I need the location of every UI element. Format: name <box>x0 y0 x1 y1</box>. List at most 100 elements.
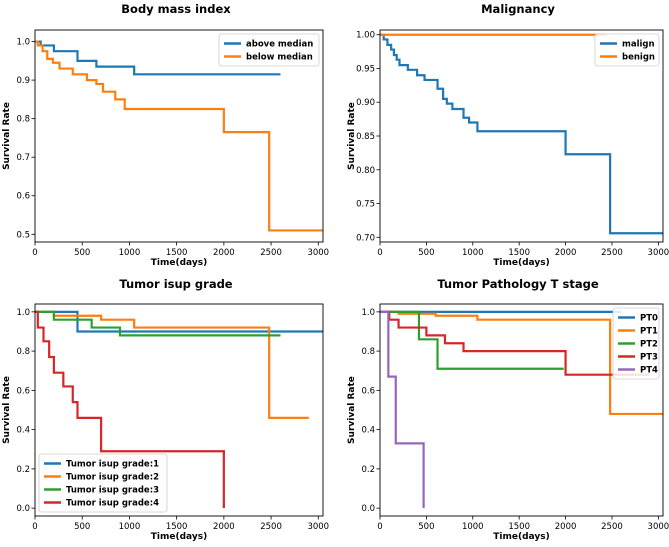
x-tick-label: 1500 <box>508 522 530 532</box>
plot-frame <box>379 29 664 243</box>
y-tick-label: 0.7 <box>16 153 30 163</box>
x-tick-label: 1000 <box>119 522 141 532</box>
x-tick-label: 3000 <box>307 248 329 258</box>
legend-label: Tumor isup grade:3 <box>66 486 159 496</box>
x-tick-label: 0 <box>377 522 382 532</box>
plot-frame <box>34 303 324 517</box>
y-tick-label: 0.4 <box>16 426 30 436</box>
series-line-pt2 <box>380 310 564 370</box>
plot-frame <box>379 303 664 517</box>
x-tick-label: 500 <box>418 522 434 532</box>
y-axis-label: Survival Rate <box>2 376 12 444</box>
legend-box <box>612 307 660 380</box>
legend-label: Tumor isup grade:1 <box>66 460 159 470</box>
x-axis-label: Time(days) <box>493 258 549 268</box>
chart-panel-1: Body mass index 0 500 1000 1500 2000 2500 3000 0… <box>2 2 329 268</box>
y-tick-label: 0.6 <box>16 192 30 202</box>
series-line-pt4 <box>380 310 425 509</box>
x-tick-label: 2000 <box>555 248 577 258</box>
y-tick-label: 0.8 <box>16 347 30 357</box>
x-tick-label: 2500 <box>601 248 623 258</box>
x-tick-label: 0 <box>32 248 37 258</box>
x-tick-label: 2500 <box>601 522 623 532</box>
y-tick-label: 0.95 <box>356 64 375 74</box>
legend-label: above median <box>246 40 313 50</box>
x-axis-label: Time(days) <box>493 532 549 542</box>
series-line-tumor-isup-grade-1 <box>35 310 323 333</box>
y-axis-label: Survival Rate <box>347 102 357 170</box>
y-tick-label: 1.00 <box>356 31 375 41</box>
x-tick-label: 2500 <box>260 522 282 532</box>
legend-label: Tumor isup grade:2 <box>66 473 159 483</box>
legend-box <box>594 33 660 67</box>
x-tick-label: 2000 <box>213 522 235 532</box>
x-axis-label: Time(days) <box>151 258 207 268</box>
x-tick-label: 2000 <box>555 522 577 532</box>
x-tick-label: 1500 <box>508 248 530 258</box>
legend: malign benign <box>594 33 660 67</box>
x-tick-label: 2500 <box>260 248 282 258</box>
x-tick-label: 1000 <box>462 248 484 258</box>
y-axis-label: Survival Rate <box>347 376 357 444</box>
y-tick-label: 0.2 <box>16 465 30 475</box>
y-tick-label: 0.9 <box>16 76 30 86</box>
legend-label: malign <box>622 40 655 50</box>
y-tick-label: 0.4 <box>361 426 375 436</box>
x-tick-label: 500 <box>418 248 434 258</box>
legend-box <box>38 453 168 513</box>
y-tick-label: 0.2 <box>361 465 375 475</box>
series-group <box>380 310 663 509</box>
legend-label: PT2 <box>640 340 658 350</box>
legend-label: PT0 <box>640 314 658 324</box>
x-tick-label: 0 <box>377 248 382 258</box>
x-tick-label: 1500 <box>166 248 188 258</box>
x-tick-label: 500 <box>74 522 90 532</box>
y-tick-label: 0.0 <box>361 504 375 514</box>
legend-label: PT1 <box>640 327 658 337</box>
y-tick-label: 0.85 <box>356 132 375 142</box>
chart-title: Tumor Pathology T stage <box>437 277 599 291</box>
legend-label: PT4 <box>640 366 658 376</box>
chart-title: Malignancy <box>481 2 555 16</box>
legend: Tumor isup grade:1 Tumor isup grade:2 Tumo… <box>38 453 168 513</box>
legend-label: Tumor isup grade:4 <box>66 499 159 509</box>
series-line-tumor-isup-grade-4 <box>35 310 225 509</box>
y-tick-label: 0.80 <box>356 166 375 176</box>
x-axis-label: Time(days) <box>151 532 207 542</box>
chart-title: Tumor isup grade <box>119 277 232 291</box>
y-tick-label: 0.75 <box>356 200 375 210</box>
series-group <box>380 33 663 235</box>
series-line-below-median <box>35 40 323 232</box>
legend: PT0 PT1 PT2 PT3 PT4 <box>612 307 660 380</box>
chart-title: Body mass index <box>121 2 231 16</box>
legend-label: benign <box>622 53 655 63</box>
x-tick-label: 1500 <box>166 522 188 532</box>
chart-panel-2: Malignancy 0 500 1000 1500 2000 2500 3000 0.70 0.… <box>347 2 669 268</box>
x-tick-label: 500 <box>74 248 90 258</box>
series-line-malign <box>380 33 663 235</box>
y-tick-label: 1.0 <box>16 308 30 318</box>
chart-panel-3: Tumor isup grade 0 500 1000 1500 2000 2500 3000… <box>2 277 329 542</box>
legend-label: below median <box>246 53 313 63</box>
legend-label: PT3 <box>640 353 658 363</box>
y-tick-label: 0.8 <box>361 347 375 357</box>
y-tick-label: 1.0 <box>16 38 30 48</box>
y-tick-label: 0.90 <box>356 98 375 108</box>
y-tick-label: 0.70 <box>356 233 375 243</box>
series-line-tumor-isup-grade-3 <box>35 310 281 337</box>
x-tick-label: 3000 <box>648 248 669 258</box>
y-tick-label: 0.6 <box>361 386 375 396</box>
y-tick-label: 0.5 <box>16 230 30 240</box>
y-tick-label: 0.8 <box>16 115 30 125</box>
x-tick-label: 1000 <box>462 522 484 532</box>
x-tick-label: 1000 <box>119 248 141 258</box>
y-tick-label: 1.0 <box>361 308 375 318</box>
y-tick-label: 0.0 <box>16 504 30 514</box>
legend: above median below median <box>218 33 320 67</box>
x-tick-label: 0 <box>32 522 37 532</box>
series-group <box>35 40 323 232</box>
x-tick-label: 3000 <box>307 522 329 532</box>
series-line-pt3 <box>380 310 650 376</box>
series-group <box>35 310 323 509</box>
